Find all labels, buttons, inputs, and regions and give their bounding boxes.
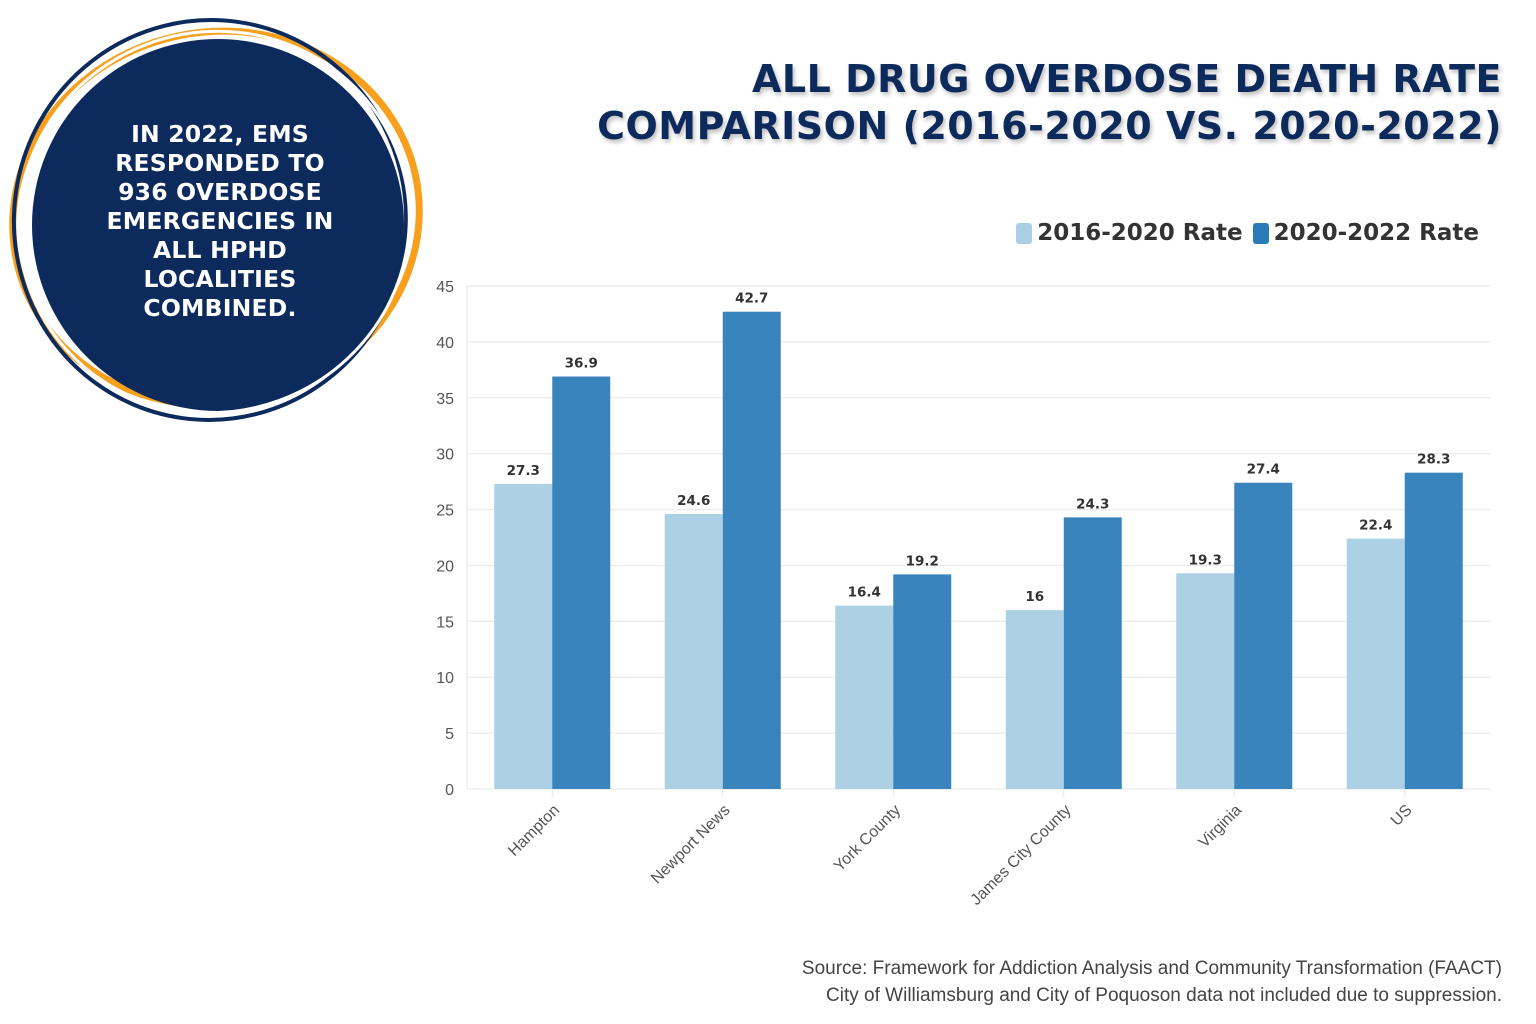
bars (494, 311, 1463, 789)
bar-2016-2020 (494, 483, 553, 789)
bar-2020-2022 (722, 311, 781, 789)
y-axis: 0 5 10 15 20 25 30 35 40 45 (436, 279, 454, 799)
y-tick-label: 10 (436, 670, 454, 687)
data-labels: 27.3 36.9 24.6 42.7 16.4 19.2 16 24.3 19.3 27.4 22… (507, 291, 1451, 605)
legend-item-2016-2020[interactable]: 2016-2020 Rate (1016, 220, 1243, 246)
callout-line: ALL HPHD (153, 236, 287, 264)
source-line1: Source: Framework for Addiction Analysis… (801, 958, 1502, 979)
y-tick-label: 20 (436, 558, 454, 575)
callout-line: COMBINED. (143, 294, 297, 322)
y-tick-label: 5 (445, 726, 454, 743)
y-tick-label: 35 (436, 391, 454, 408)
y-tick-label: 15 (436, 614, 454, 631)
badge-navy-ring (11, 18, 409, 422)
x-tick-label: Newport News (648, 802, 734, 888)
bar-2016-2020 (664, 514, 723, 789)
bar-2020-2022 (1063, 517, 1122, 789)
data-label: 36.9 (565, 356, 598, 372)
chart-title-line2: COMPARISON (2016-2020 VS. 2020-2022) (597, 104, 1502, 148)
data-label: 19.2 (906, 553, 939, 569)
data-label: 42.7 (735, 291, 768, 307)
chart-legend: 2016-2020 Rate 2020-2022 Rate (1016, 220, 1479, 246)
legend-swatch (1252, 222, 1269, 244)
data-label: 24.6 (677, 493, 710, 509)
data-label: 24.3 (1076, 496, 1109, 512)
bar-2020-2022 (1234, 482, 1293, 789)
callout-line: RESPONDED TO (115, 149, 325, 177)
data-label: 16.4 (848, 585, 881, 601)
y-tick-label: 0 (445, 782, 454, 799)
bar-2016-2020 (1346, 538, 1405, 789)
callout-line: 936 OVERDOSE (118, 178, 322, 206)
source-line2: City of Williamsburg and City of Poquoso… (826, 985, 1502, 1006)
chart-title: ALL DRUG OVERDOSE DEATH RATE COMPARISON … (597, 56, 1502, 150)
data-label: 28.3 (1417, 452, 1450, 468)
legend-item-2020-2022[interactable]: 2020-2022 Rate (1252, 220, 1479, 246)
bar-2016-2020 (1176, 573, 1235, 789)
bar-2020-2022 (893, 574, 952, 789)
legend-label: 2020-2022 Rate (1273, 220, 1479, 246)
legend-swatch (1016, 222, 1033, 244)
y-tick-label: 40 (436, 335, 454, 352)
data-label: 27.4 (1247, 462, 1280, 478)
x-tick-label: Virginia (1196, 802, 1246, 852)
bar-2020-2022 (1404, 472, 1463, 789)
x-tick-label: York County (831, 802, 904, 875)
callout-badge (9, 18, 423, 422)
y-tick-label: 45 (436, 279, 454, 296)
x-tick-label: US (1388, 802, 1416, 830)
x-tick-label: James City County (968, 802, 1075, 909)
bar-2016-2020 (1005, 610, 1064, 789)
x-axis: Hampton Newport News York County James City… (505, 789, 1416, 909)
bar-2016-2020 (835, 605, 894, 789)
callout-text: IN 2022, EMS RESPONDED TO 936 OVERDOSE E… (70, 120, 370, 323)
data-label: 22.4 (1359, 518, 1392, 534)
legend-label: 2016-2020 Rate (1037, 220, 1243, 246)
callout-line: EMERGENCIES IN (106, 207, 334, 235)
x-tick-label: Hampton (505, 802, 563, 860)
badge-white-gap-ring (17, 29, 411, 415)
data-label: 27.3 (507, 463, 540, 479)
chart-title-line1: ALL DRUG OVERDOSE DEATH RATE (752, 57, 1502, 101)
data-label: 16 (1025, 589, 1044, 605)
y-tick-label: 25 (436, 503, 454, 520)
y-tick-label: 30 (436, 447, 454, 464)
gridlines (466, 285, 1490, 790)
callout-line: LOCALITIES (143, 265, 297, 293)
data-label: 19.3 (1189, 552, 1222, 568)
bar-2020-2022 (552, 376, 611, 789)
badge-circle (32, 39, 404, 411)
callout-line: IN 2022, EMS (131, 120, 309, 148)
source-note: Source: Framework for Addiction Analysis… (802, 955, 1502, 1009)
